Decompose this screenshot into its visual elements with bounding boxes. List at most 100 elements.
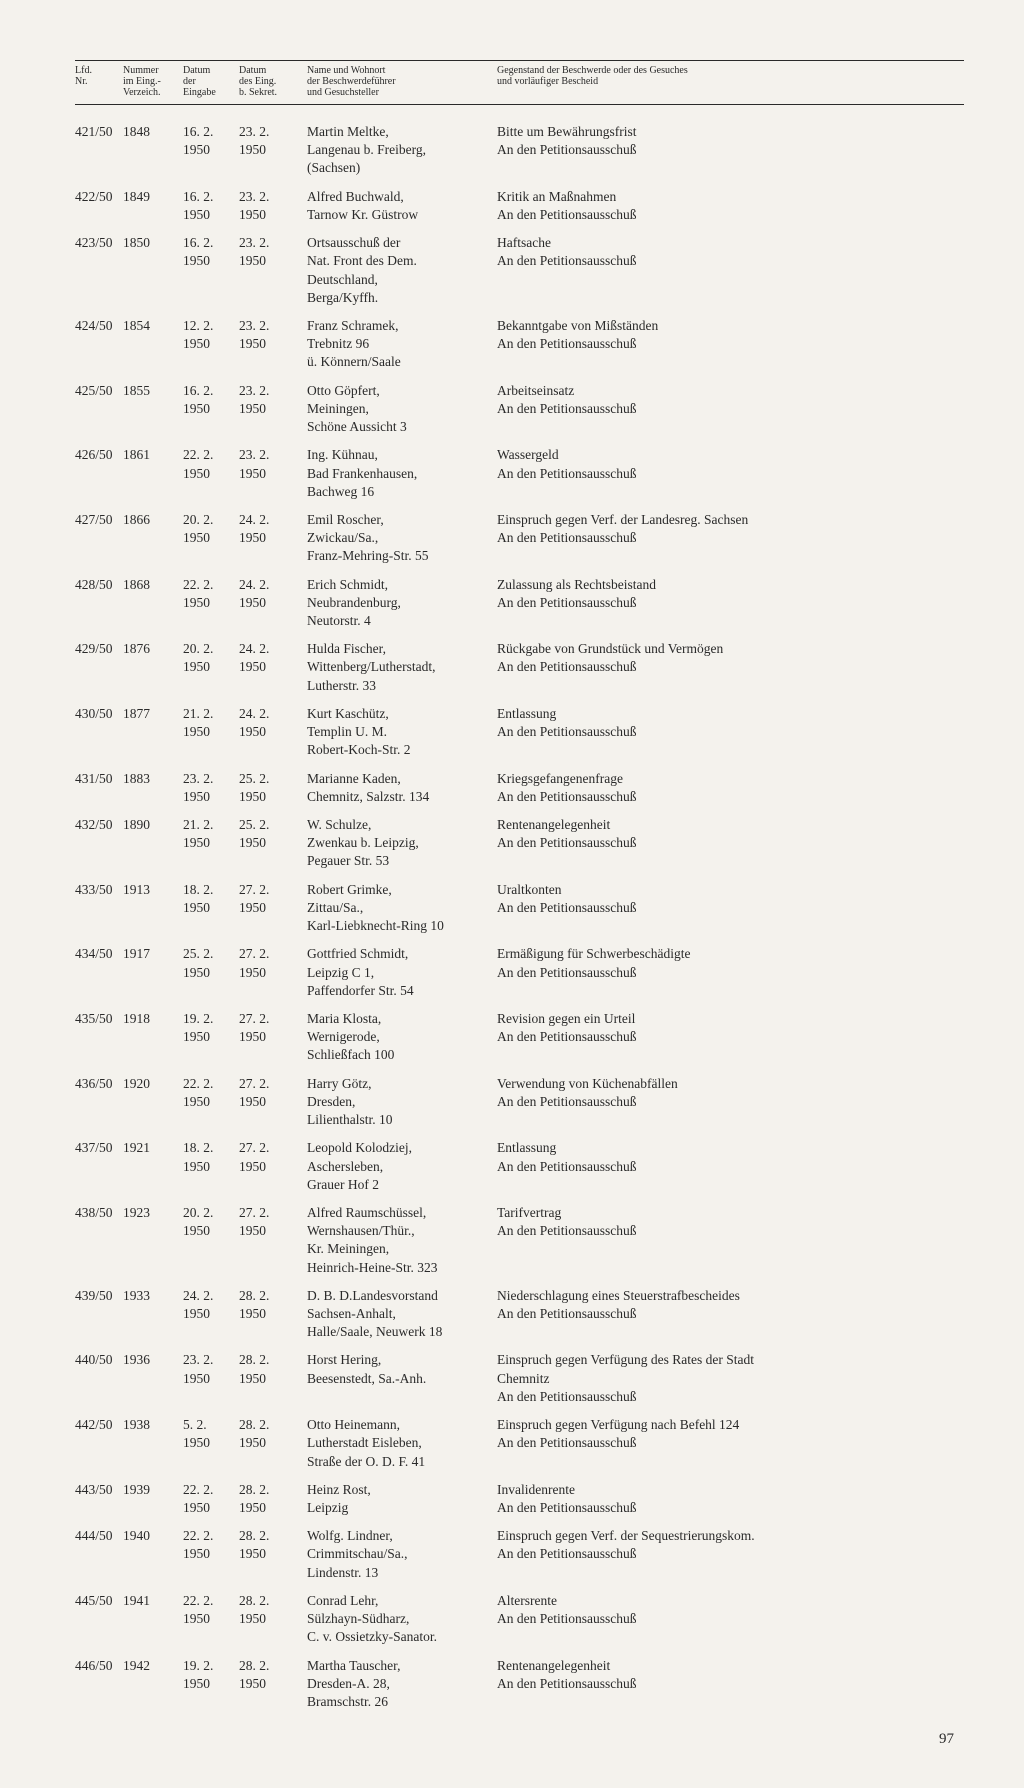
cell-name: W. Schulze,Zwenkau b. Leipzig,Pegauer St… [307,816,497,871]
header-lfd: Lfd.Nr. [75,65,123,98]
cell-date2: 27. 2.1950 [239,945,307,1000]
cell-lfd: 426/50 [75,446,123,501]
cell-nr: 1850 [123,234,183,307]
table-row: 429/50187620. 2.195024. 2.1950Hulda Fisc… [75,640,964,695]
cell-nr: 1923 [123,1204,183,1277]
cell-date1: 22. 2.1950 [183,1592,239,1647]
cell-date1: 23. 2.1950 [183,1351,239,1406]
cell-nr: 1920 [123,1075,183,1130]
cell-subject: Niederschlagung eines Steuerstrafbeschei… [497,1287,964,1342]
cell-name: Martin Meltke,Langenau b. Freiberg,(Sach… [307,123,497,178]
table-row: 437/50192118. 2.195027. 2.1950Leopold Ko… [75,1139,964,1194]
table-row: 442/5019385. 2.195028. 2.1950Otto Heinem… [75,1416,964,1471]
cell-subject: RentenangelegenheitAn den Petitionsaussc… [497,816,964,871]
cell-date1: 16. 2.1950 [183,123,239,178]
cell-date2: 27. 2.1950 [239,1204,307,1277]
cell-date2: 27. 2.1950 [239,1075,307,1130]
cell-subject: TarifvertragAn den Petitionsausschuß [497,1204,964,1277]
table-row: 439/50193324. 2.195028. 2.1950D. B. D.La… [75,1287,964,1342]
cell-name: Otto Göpfert,Meiningen,Schöne Aussicht 3 [307,382,497,437]
cell-date2: 23. 2.1950 [239,234,307,307]
cell-date2: 23. 2.1950 [239,446,307,501]
cell-name: Kurt Kaschütz,Templin U. M.Robert-Koch-S… [307,705,497,760]
table-row: 444/50194022. 2.195028. 2.1950Wolfg. Lin… [75,1527,964,1582]
cell-date2: 25. 2.1950 [239,816,307,871]
table-row: 424/50185412. 2.195023. 2.1950Franz Schr… [75,317,964,372]
cell-date2: 23. 2.1950 [239,382,307,437]
cell-date1: 12. 2.1950 [183,317,239,372]
table-row: 427/50186620. 2.195024. 2.1950Emil Rosch… [75,511,964,566]
cell-nr: 1940 [123,1527,183,1582]
cell-subject: Zulassung als RechtsbeistandAn den Petit… [497,576,964,631]
cell-nr: 1849 [123,188,183,224]
cell-date1: 19. 2.1950 [183,1010,239,1065]
cell-subject: WassergeldAn den Petitionsausschuß [497,446,964,501]
cell-subject: Bekanntgabe von MißständenAn den Petitio… [497,317,964,372]
table-row: 435/50191819. 2.195027. 2.1950Maria Klos… [75,1010,964,1065]
table-row: 443/50193922. 2.195028. 2.1950Heinz Rost… [75,1481,964,1517]
cell-lfd: 425/50 [75,382,123,437]
cell-nr: 1938 [123,1416,183,1471]
cell-date1: 22. 2.1950 [183,576,239,631]
cell-lfd: 443/50 [75,1481,123,1517]
cell-date2: 23. 2.1950 [239,317,307,372]
table-row: 426/50186122. 2.195023. 2.1950Ing. Kühna… [75,446,964,501]
cell-name: Conrad Lehr,Sülzhayn-Südharz,C. v. Ossie… [307,1592,497,1647]
cell-lfd: 438/50 [75,1204,123,1277]
table-row: 432/50189021. 2.195025. 2.1950W. Schulze… [75,816,964,871]
cell-date1: 21. 2.1950 [183,816,239,871]
cell-name: Otto Heinemann,Lutherstadt Eisleben,Stra… [307,1416,497,1471]
cell-lfd: 429/50 [75,640,123,695]
cell-name: Marianne Kaden,Chemnitz, Salzstr. 134 [307,770,497,806]
cell-lfd: 432/50 [75,816,123,871]
table-row: 421/50184816. 2.195023. 2.1950Martin Mel… [75,123,964,178]
cell-date1: 18. 2.1950 [183,1139,239,1194]
cell-lfd: 446/50 [75,1657,123,1712]
cell-nr: 1855 [123,382,183,437]
cell-nr: 1883 [123,770,183,806]
cell-subject: Revision gegen ein UrteilAn den Petition… [497,1010,964,1065]
cell-date2: 23. 2.1950 [239,123,307,178]
page-number: 97 [75,1731,964,1748]
cell-nr: 1921 [123,1139,183,1194]
cell-subject: AltersrenteAn den Petitionsausschuß [497,1592,964,1647]
cell-lfd: 437/50 [75,1139,123,1194]
cell-lfd: 422/50 [75,188,123,224]
table-row: 430/50187721. 2.195024. 2.1950Kurt Kasch… [75,705,964,760]
cell-date2: 27. 2.1950 [239,881,307,936]
cell-lfd: 431/50 [75,770,123,806]
table-row: 446/50194219. 2.195028. 2.1950Martha Tau… [75,1657,964,1712]
cell-lfd: 440/50 [75,1351,123,1406]
cell-name: Erich Schmidt,Neubrandenburg,Neutorstr. … [307,576,497,631]
cell-lfd: 436/50 [75,1075,123,1130]
cell-subject: HaftsacheAn den Petitionsausschuß [497,234,964,307]
table-row: 434/50191725. 2.195027. 2.1950Gottfried … [75,945,964,1000]
cell-name: Horst Hering,Beesenstedt, Sa.-Anh. [307,1351,497,1406]
cell-subject: Einspruch gegen Verfügung des Rates der … [497,1351,964,1406]
cell-nr: 1917 [123,945,183,1000]
cell-lfd: 444/50 [75,1527,123,1582]
cell-name: Heinz Rost,Leipzig [307,1481,497,1517]
cell-lfd: 439/50 [75,1287,123,1342]
cell-date1: 24. 2.1950 [183,1287,239,1342]
cell-nr: 1866 [123,511,183,566]
table-row: 423/50185016. 2.195023. 2.1950Ortsaussch… [75,234,964,307]
cell-nr: 1848 [123,123,183,178]
cell-date1: 21. 2.1950 [183,705,239,760]
table-row: 428/50186822. 2.195024. 2.1950Erich Schm… [75,576,964,631]
cell-name: Maria Klosta,Wernigerode,Schließfach 100 [307,1010,497,1065]
cell-date2: 28. 2.1950 [239,1351,307,1406]
cell-lfd: 445/50 [75,1592,123,1647]
table-header: Lfd.Nr. Nummerim Eing.-Verzeich. Datumde… [75,65,964,105]
cell-lfd: 427/50 [75,511,123,566]
cell-subject: ArbeitseinsatzAn den Petitionsausschuß [497,382,964,437]
header-nr: Nummerim Eing.-Verzeich. [123,65,183,98]
cell-subject: Einspruch gegen Verf. der Landesreg. Sac… [497,511,964,566]
cell-date2: 23. 2.1950 [239,188,307,224]
cell-subject: UraltkontenAn den Petitionsausschuß [497,881,964,936]
cell-date2: 28. 2.1950 [239,1481,307,1517]
cell-date2: 28. 2.1950 [239,1592,307,1647]
table-row: 431/50188323. 2.195025. 2.1950Marianne K… [75,770,964,806]
cell-name: Wolfg. Lindner,Crimmitschau/Sa.,Lindenst… [307,1527,497,1582]
cell-lfd: 433/50 [75,881,123,936]
